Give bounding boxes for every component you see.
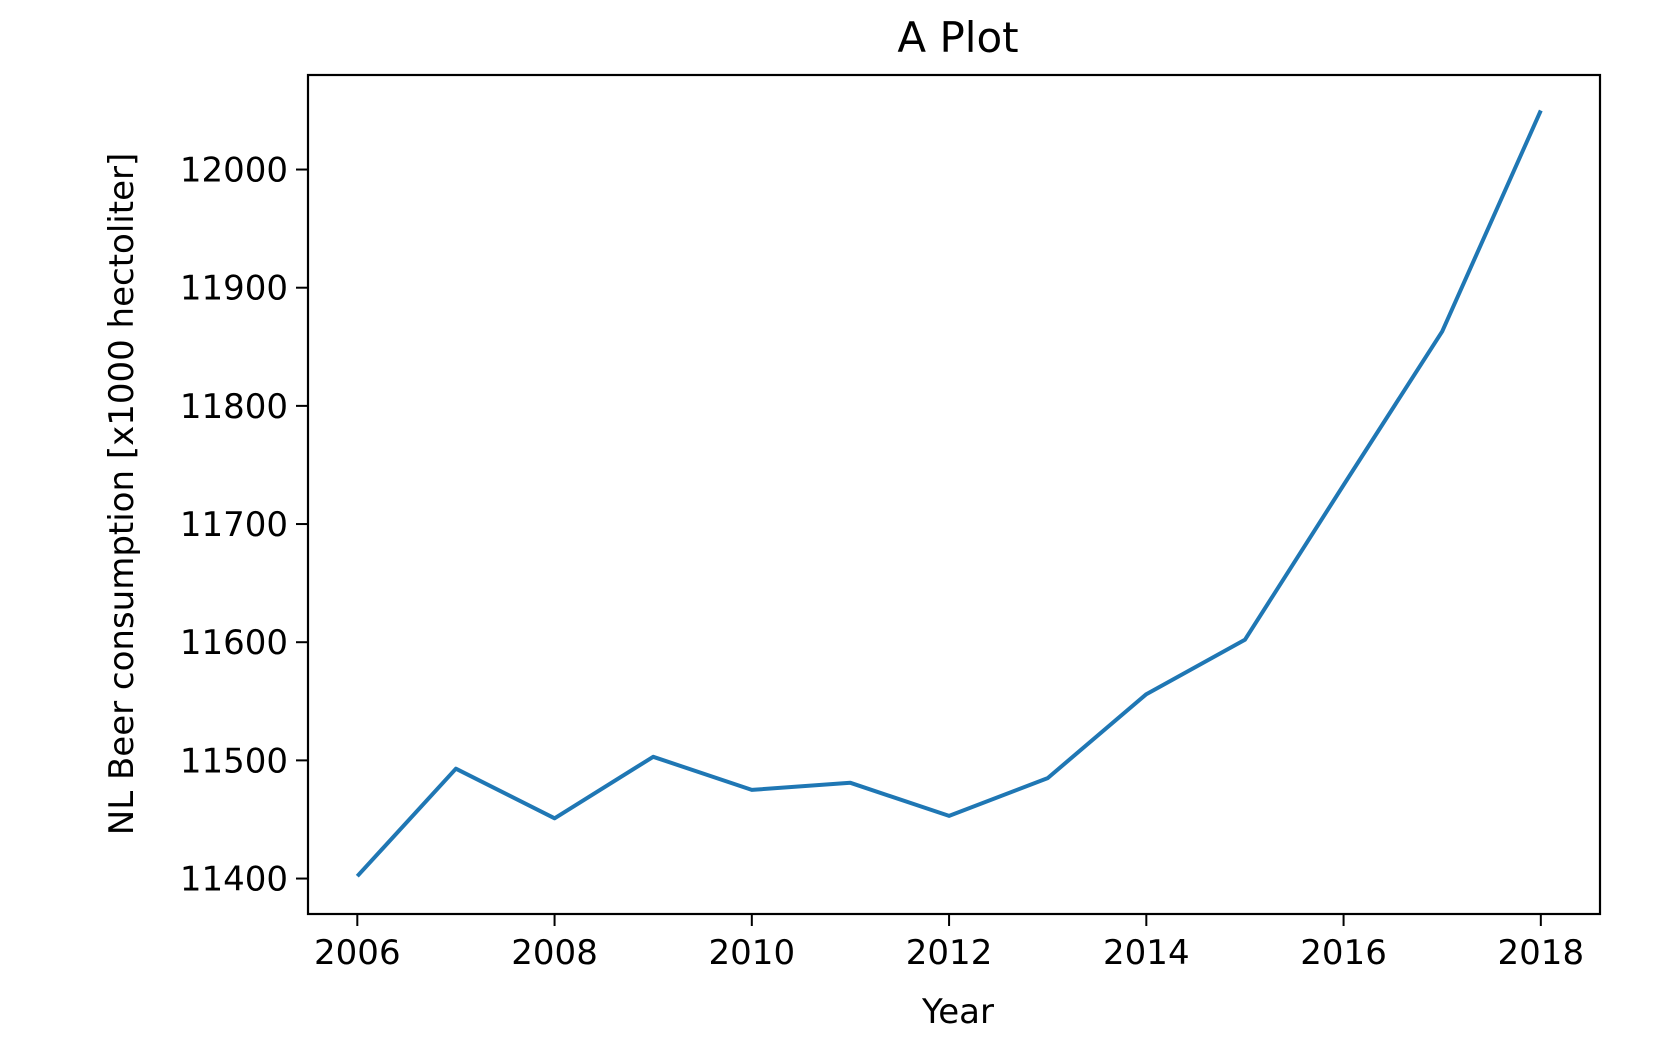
y-tick-label: 11600 — [180, 623, 288, 663]
plot-area-frame — [306, 73, 1602, 916]
x-tick-label: 2008 — [511, 933, 598, 973]
x-tick-label: 2006 — [314, 933, 401, 973]
chart-title: A Plot — [897, 13, 1018, 62]
y-tick-label: 11800 — [180, 387, 288, 427]
y-axis-ticks: 11400 11500 11600 11700 11800 11900 12000 — [180, 151, 308, 900]
x-axis-ticks: 2006 2008 2010 2012 2014 2016 2018 — [314, 914, 1584, 973]
x-tick-label: 2010 — [709, 933, 796, 973]
y-axis-label: NL Beer consumption [x1000 hectoliter] — [102, 153, 142, 835]
x-tick-label: 2014 — [1103, 933, 1190, 973]
x-tick-label: 2016 — [1300, 933, 1387, 973]
x-tick-label: 2012 — [906, 933, 993, 973]
x-tick-label: 2018 — [1498, 933, 1585, 973]
y-tick-label: 11700 — [180, 505, 288, 545]
y-tick-label: 11500 — [180, 741, 288, 781]
y-tick-label: 12000 — [180, 151, 288, 191]
y-tick-label: 11900 — [180, 269, 288, 309]
y-tick-label: 11400 — [180, 860, 288, 900]
x-axis-label: Year — [921, 992, 994, 1032]
series-line — [355, 109, 1543, 878]
